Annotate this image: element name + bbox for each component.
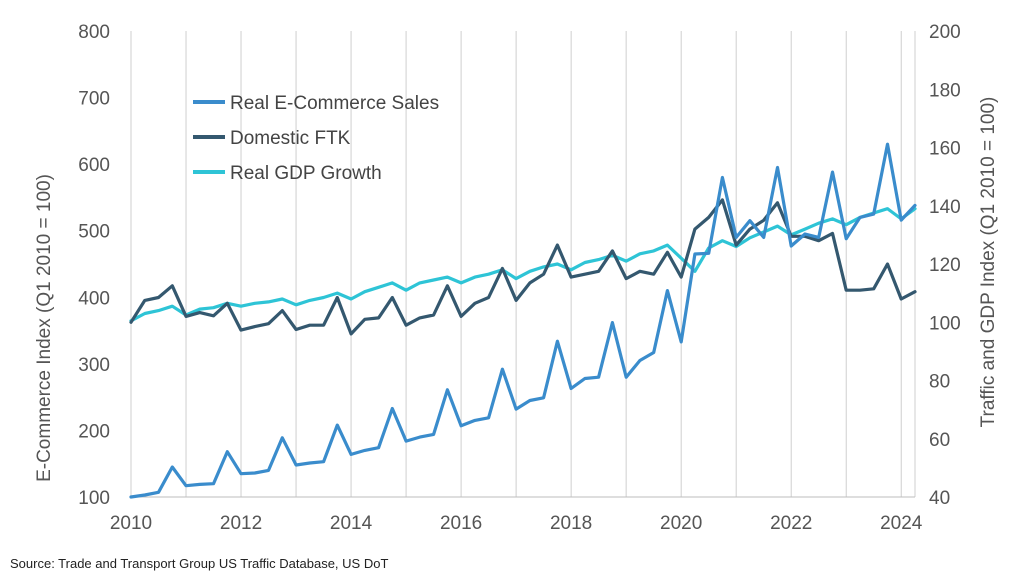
right-tick-label: 140 xyxy=(929,197,961,218)
right-tick-label: 40 xyxy=(929,488,950,509)
legend: Real E-Commerce Sales Domestic FTK Real … xyxy=(193,93,439,184)
right-axis-ticks: 40 60 80 100 120 140 160 180 200 xyxy=(929,22,961,509)
right-tick-label: 80 xyxy=(929,372,950,393)
left-tick-label: 200 xyxy=(78,421,110,442)
ecommerce-sales-line xyxy=(129,142,917,499)
x-tick-label: 2018 xyxy=(550,513,592,534)
right-tick-label: 100 xyxy=(929,313,961,334)
right-tick-label: 160 xyxy=(929,139,961,160)
legend-label-gdp: Real GDP Growth xyxy=(230,163,382,184)
grid-lines xyxy=(130,31,916,498)
right-tick-label: 60 xyxy=(929,430,950,451)
left-axis-label: E-Commerce Index (Q1 2010 = 100) xyxy=(34,174,55,482)
left-tick-label: 600 xyxy=(78,155,110,176)
legend-label-ecommerce: Real E-Commerce Sales xyxy=(230,93,439,114)
x-tick-label: 2014 xyxy=(330,513,373,534)
x-tick-label: 2012 xyxy=(220,513,262,534)
right-tick-label: 200 xyxy=(929,22,961,43)
x-tick-label: 2022 xyxy=(770,513,812,534)
right-axis-label: Traffic and GDP Index (Q1 2010 = 100) xyxy=(978,97,999,428)
left-tick-label: 300 xyxy=(78,355,110,376)
x-tick-label: 2016 xyxy=(440,513,482,534)
left-tick-label: 800 xyxy=(78,22,110,43)
right-tick-label: 180 xyxy=(929,80,961,101)
x-tick-label: 2024 xyxy=(880,513,923,534)
left-tick-label: 700 xyxy=(78,89,110,110)
legend-label-ftk: Domestic FTK xyxy=(230,128,351,149)
domestic-ftk-line xyxy=(129,198,917,336)
left-tick-label: 100 xyxy=(78,488,110,509)
left-axis-ticks: 100 200 300 400 500 600 700 800 xyxy=(78,22,110,509)
source-note: Source: Trade and Transport Group US Tra… xyxy=(10,556,389,571)
x-tick-label: 2010 xyxy=(110,513,152,534)
left-tick-label: 500 xyxy=(78,222,110,243)
right-tick-label: 120 xyxy=(929,255,961,276)
x-tick-label: 2020 xyxy=(660,513,702,534)
gdp-growth-line xyxy=(129,207,917,323)
x-axis-ticks: 2010 2012 2014 2016 2018 2020 2022 2024 xyxy=(110,513,923,534)
series-lines xyxy=(129,142,917,499)
left-tick-label: 400 xyxy=(78,288,110,309)
